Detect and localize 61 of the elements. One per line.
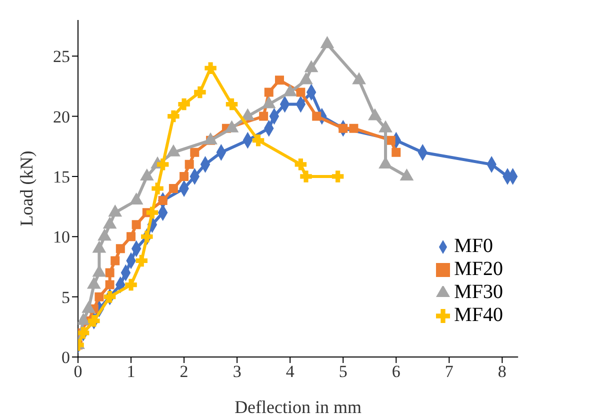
- point: [274, 76, 284, 85]
- point: [132, 220, 141, 230]
- y-tick-label: 10: [53, 228, 70, 247]
- point: [105, 280, 114, 290]
- point: [252, 134, 264, 146]
- point: [126, 232, 136, 242]
- x-tick-label: 8: [498, 362, 506, 382]
- y-tick-label: 20: [53, 107, 70, 126]
- y-tick-label: 5: [62, 288, 70, 307]
- point: [125, 278, 137, 291]
- point: [141, 230, 153, 243]
- x-tick-label: 5: [338, 362, 348, 382]
- point: [386, 136, 396, 145]
- point: [190, 148, 200, 157]
- x-tick-label: 0: [74, 362, 82, 382]
- point: [194, 86, 206, 98]
- point: [94, 292, 104, 302]
- x-tick-label: 6: [392, 362, 400, 382]
- point: [105, 268, 114, 278]
- point: [104, 290, 116, 303]
- point: [300, 170, 312, 182]
- y-tick-label: 25: [53, 47, 70, 66]
- point: [116, 244, 125, 254]
- point: [136, 254, 148, 267]
- point: [152, 182, 164, 194]
- x-tick-label: 4: [286, 362, 295, 382]
- point: [392, 148, 401, 157]
- point: [264, 88, 274, 97]
- point: [204, 62, 216, 74]
- point: [296, 88, 306, 97]
- x-tick-label: 7: [444, 362, 454, 382]
- point: [156, 158, 169, 170]
- point: [349, 124, 358, 133]
- x-axis-title: Deflection in mm: [234, 397, 362, 417]
- point: [294, 158, 307, 170]
- y-tick-label: 0: [62, 348, 70, 368]
- point: [178, 98, 190, 110]
- point: [226, 98, 238, 110]
- point: [320, 36, 334, 48]
- x-tick-label: 2: [180, 362, 188, 382]
- legend-label: MF0: [454, 235, 493, 257]
- point: [168, 110, 180, 122]
- x-tick-label: 1: [126, 362, 136, 382]
- point: [88, 315, 100, 327]
- x-tick-label: 3: [232, 362, 242, 382]
- point: [259, 112, 268, 121]
- point: [130, 193, 143, 205]
- y-axis-title: Load (kN): [16, 150, 36, 226]
- legend-label: MF20: [454, 258, 503, 280]
- point: [184, 160, 194, 169]
- point: [332, 170, 344, 182]
- point: [110, 256, 120, 266]
- legend-label: MF40: [454, 304, 503, 326]
- y-tick-label: 15: [53, 168, 70, 186]
- legend-label: MF30: [454, 281, 503, 303]
- point: [78, 327, 90, 339]
- point: [312, 112, 322, 121]
- point: [180, 172, 189, 181]
- point: [338, 124, 348, 133]
- point: [168, 184, 178, 193]
- point: [146, 206, 158, 218]
